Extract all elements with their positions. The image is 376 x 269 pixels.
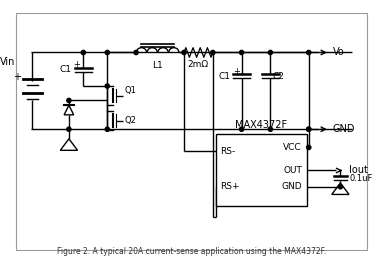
Text: GND: GND <box>281 182 302 191</box>
Text: RS+: RS+ <box>220 182 240 191</box>
Text: +: + <box>233 67 240 76</box>
Text: Vin: Vin <box>0 57 15 67</box>
Circle shape <box>306 127 311 131</box>
Text: Iout: Iout <box>349 165 368 175</box>
Text: 0.1uF: 0.1uF <box>349 174 372 183</box>
Text: OUT: OUT <box>283 166 302 175</box>
Text: C1: C1 <box>218 72 230 81</box>
Text: +: + <box>74 61 80 69</box>
Text: C2: C2 <box>272 72 284 81</box>
Circle shape <box>67 127 71 131</box>
Circle shape <box>211 50 215 55</box>
Text: VCC: VCC <box>284 143 302 152</box>
Text: RS-: RS- <box>220 147 236 156</box>
Circle shape <box>306 145 311 150</box>
Text: C1: C1 <box>60 65 72 74</box>
Circle shape <box>268 50 273 55</box>
Circle shape <box>240 127 244 131</box>
Circle shape <box>306 127 311 131</box>
Circle shape <box>105 127 109 131</box>
Circle shape <box>338 185 343 189</box>
Circle shape <box>268 127 273 131</box>
Text: Q1: Q1 <box>124 86 136 95</box>
Circle shape <box>306 50 311 55</box>
Text: MAX4372F: MAX4372F <box>235 120 287 130</box>
Circle shape <box>105 50 109 55</box>
Circle shape <box>134 50 138 55</box>
Circle shape <box>81 50 85 55</box>
Text: +: + <box>13 72 21 82</box>
Text: 2mΩ: 2mΩ <box>188 60 209 69</box>
Circle shape <box>182 50 186 55</box>
Circle shape <box>105 84 109 88</box>
Text: Vo: Vo <box>333 48 344 58</box>
Text: Figure 2. A typical 20A current-sense application using the MAX4372F.: Figure 2. A typical 20A current-sense ap… <box>57 247 326 256</box>
Circle shape <box>240 50 244 55</box>
Text: Q2: Q2 <box>124 116 136 125</box>
Text: L1: L1 <box>152 61 163 70</box>
Bar <box>216 134 307 206</box>
Text: GND: GND <box>333 124 355 134</box>
Circle shape <box>67 98 71 102</box>
